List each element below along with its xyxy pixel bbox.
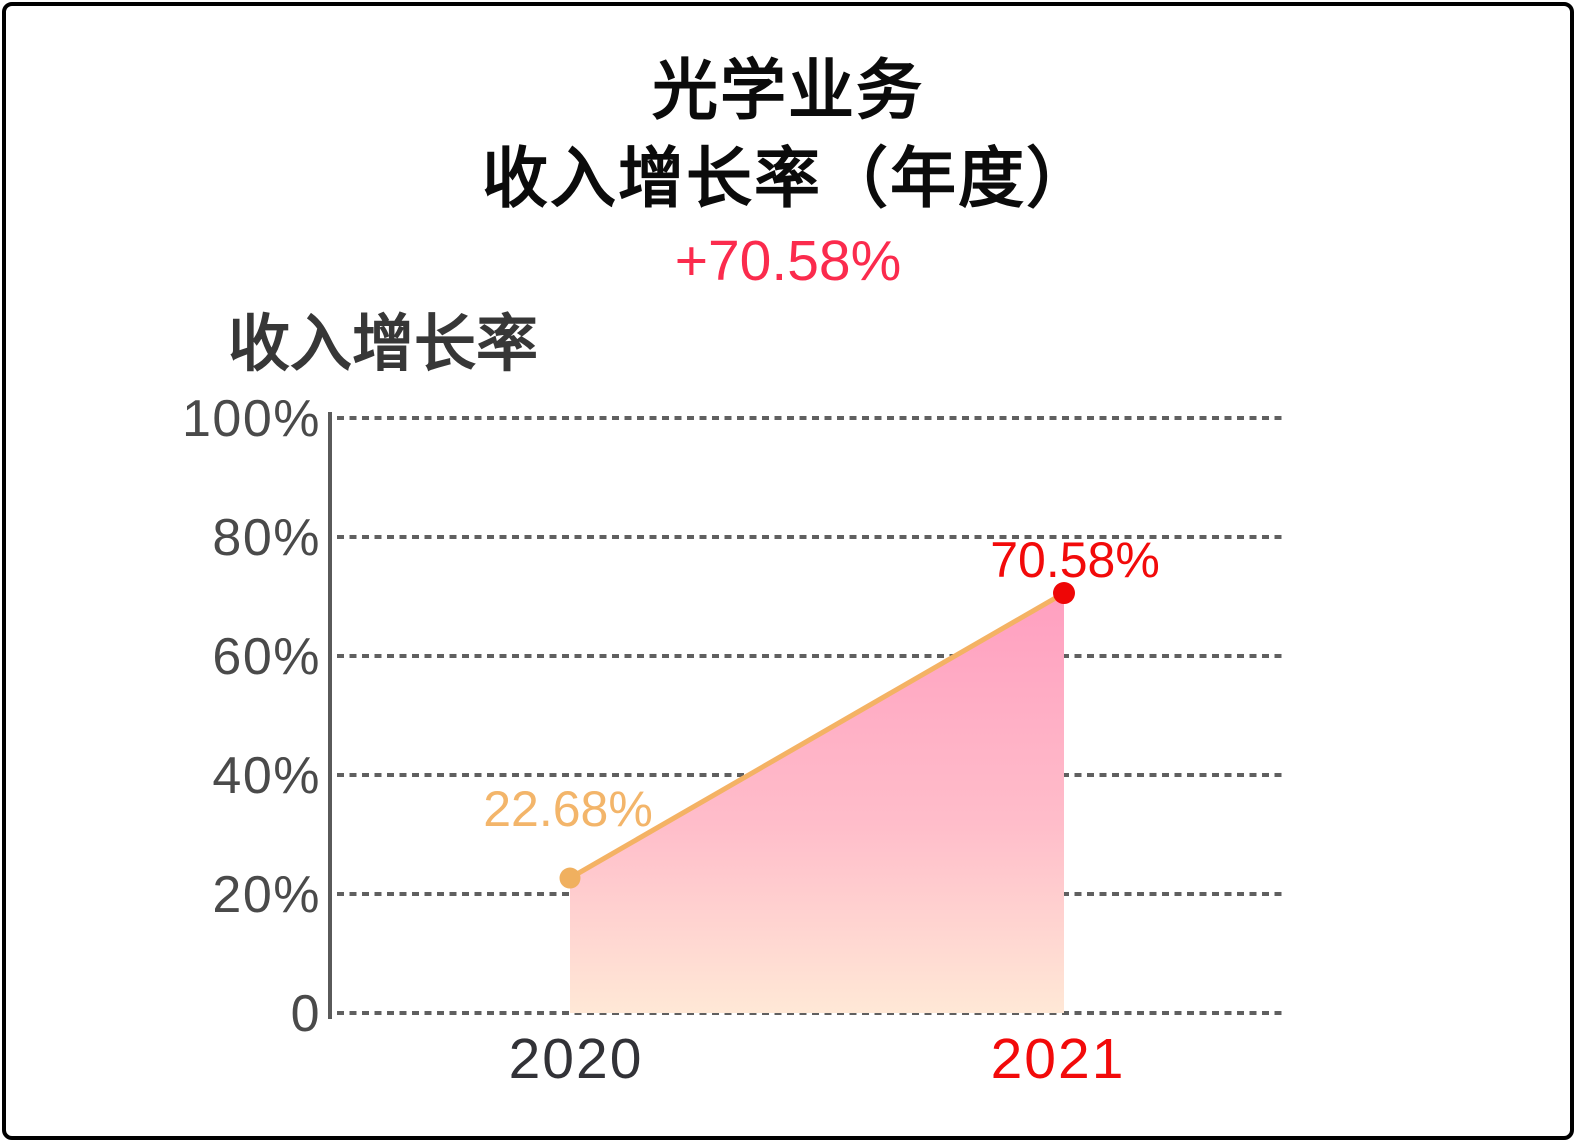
grid-rows: 100% 80% 60% 40% 20% 0 [182,390,1286,1043]
y-tick-label: 80% [212,509,321,567]
value-label-2020: 22.68% [483,781,653,837]
overall-change-value: +70.58% [674,229,902,293]
grid-row: 80% [212,509,1286,567]
y-tick-label: 60% [212,628,321,686]
y-tick-label: 100% [182,390,321,448]
series-title: 收入增长率 [228,310,539,379]
y-tick-label: 0 [291,985,321,1043]
grid-row: 0 [291,985,1286,1043]
grid-row: 40% [212,747,1286,805]
area-fill [570,593,1064,1013]
trend-line [567,590,1067,881]
data-point-2021 [1053,582,1075,605]
y-tick-label: 40% [212,747,321,805]
grid-row: 60% [212,628,1286,686]
grid-row: 20% [212,866,1286,924]
y-tick-label: 20% [212,866,321,924]
value-label-2021: 70.58% [990,532,1160,588]
grid-row: 100% [182,390,1286,448]
title-line-1: 光学业务 [652,53,924,127]
x-tick-label-2021: 2021 [991,1027,1126,1091]
data-point-2020 [559,867,581,889]
chart-header: 光学业务 收入增长率（年度） [0,46,1576,222]
title-line-2: 收入增长率（年度） [482,141,1094,215]
x-tick-label-2020: 2020 [509,1027,644,1091]
